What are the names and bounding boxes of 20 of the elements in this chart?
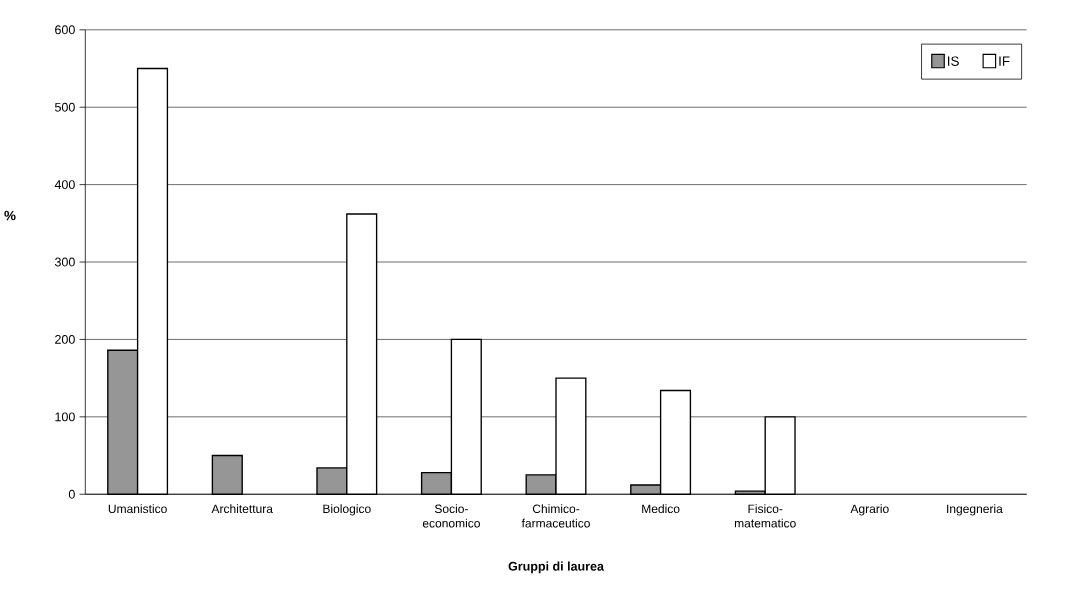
legend-label: IF [999,56,1010,66]
x-axis-title: Gruppi di laurea [508,561,605,574]
y-tick-label: 200 [55,335,75,344]
x-tick-label: Fisico-matematico [734,504,796,528]
x-tick-label: Medico [642,504,680,514]
y-tick-label: 600 [55,25,75,35]
x-tick-label: Socio-economico [422,504,480,528]
x-tick-label: Umanistico [108,504,167,514]
y-tick-label: 300 [54,257,75,267]
x-tick-label: Architettura [211,504,273,514]
y-axis-title: % [4,210,16,221]
y-tick-label: 400 [54,180,75,190]
y-tick-label: 500 [54,102,75,112]
y-tick-label: 100 [55,412,75,422]
x-tick-label: Chimico-farmaceutico [521,504,590,528]
x-tick-label: Biologico [323,504,371,516]
y-tick-label: 0 [68,489,75,499]
legend-label: IS [948,56,959,67]
x-tick-label: Agrario [850,504,889,516]
x-tick-label: Ingegneria [947,504,1003,516]
